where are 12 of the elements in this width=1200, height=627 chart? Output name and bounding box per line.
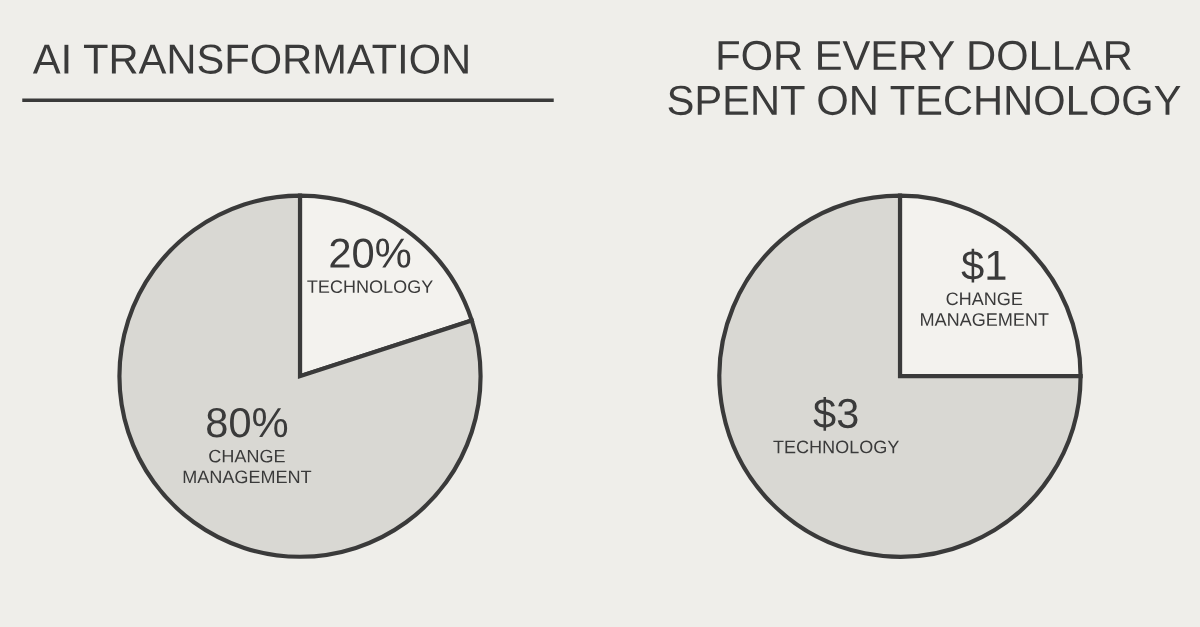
data-label: $1 — [961, 248, 1006, 283]
data-label: $3 — [813, 396, 858, 431]
slice-label: TECHNOLOGY — [773, 440, 899, 454]
chart-title: AI TRANSFORMATION — [32, 44, 468, 74]
pie-slice — [117, 193, 483, 559]
slice-label: CHANGE MANAGEMENT — [921, 292, 1049, 326]
data-label: 80% — [207, 407, 288, 438]
pie-slice — [717, 193, 1083, 559]
slice-label: TECHNOLOGY — [307, 280, 433, 294]
slice-label: CHANGE MANAGEMENT — [183, 449, 312, 484]
chart-title: FOR EVERY DOLLAR SPENT ON TECHNOLOGY — [668, 40, 1181, 116]
data-label: 20% — [330, 238, 411, 268]
